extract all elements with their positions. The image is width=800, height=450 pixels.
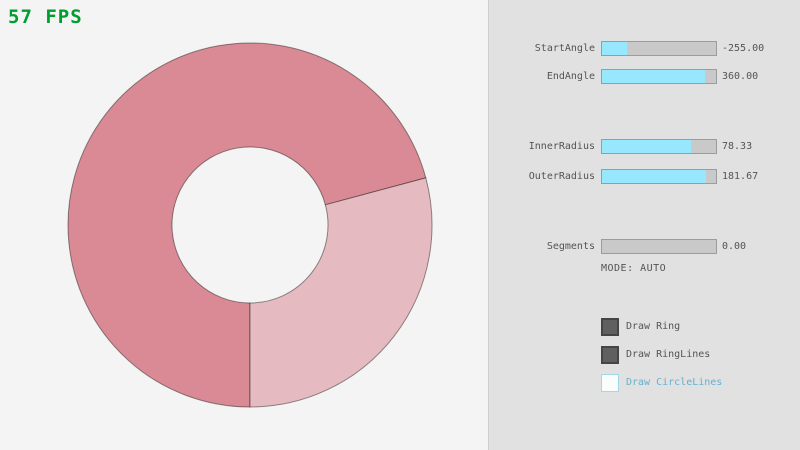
draw-circlelines-label: Draw CircleLines: [626, 377, 723, 388]
draw-ringlines-checkbox[interactable]: [601, 346, 619, 364]
fps-counter: 57 FPS: [8, 6, 83, 28]
outerradius-slider[interactable]: [601, 169, 717, 184]
render-canvas: 57 FPS: [8, 6, 433, 408]
endangle-value: 360.00: [722, 71, 759, 82]
startangle-slider-fill: [602, 42, 628, 55]
innerradius-slider-fill: [602, 140, 691, 153]
draw-ringlines-label: Draw RingLines: [626, 349, 711, 360]
innerradius-label: InnerRadius: [528, 141, 595, 152]
ring-sector-double-pass: [67, 42, 427, 408]
innerradius-slider[interactable]: [601, 139, 717, 154]
outerradius-value: 181.67: [722, 171, 759, 182]
segments-value: 0.00: [722, 241, 747, 252]
startangle-slider[interactable]: [601, 41, 717, 56]
ring-canvas: [67, 42, 433, 408]
endangle-slider-fill: [602, 70, 705, 83]
startangle-label: StartAngle: [534, 43, 595, 54]
startangle-value: -255.00: [722, 43, 765, 54]
ring-sector-single-pass: [249, 177, 433, 408]
control-panel: StartAngle -255.00 EndAngle 360.00 Inner…: [488, 0, 800, 450]
innerradius-value: 78.33: [722, 141, 753, 152]
draw-circlelines-checkbox[interactable]: [601, 374, 619, 392]
draw-ring-label: Draw Ring: [626, 321, 681, 332]
draw-ring-checkbox[interactable]: [601, 318, 619, 336]
segments-mode-text: MODE: AUTO: [601, 263, 667, 274]
segments-slider[interactable]: [601, 239, 717, 254]
outerradius-label: OuterRadius: [528, 171, 595, 182]
endangle-slider[interactable]: [601, 69, 717, 84]
endangle-label: EndAngle: [546, 71, 595, 82]
segments-label: Segments: [546, 241, 595, 252]
outerradius-slider-fill: [602, 170, 706, 183]
